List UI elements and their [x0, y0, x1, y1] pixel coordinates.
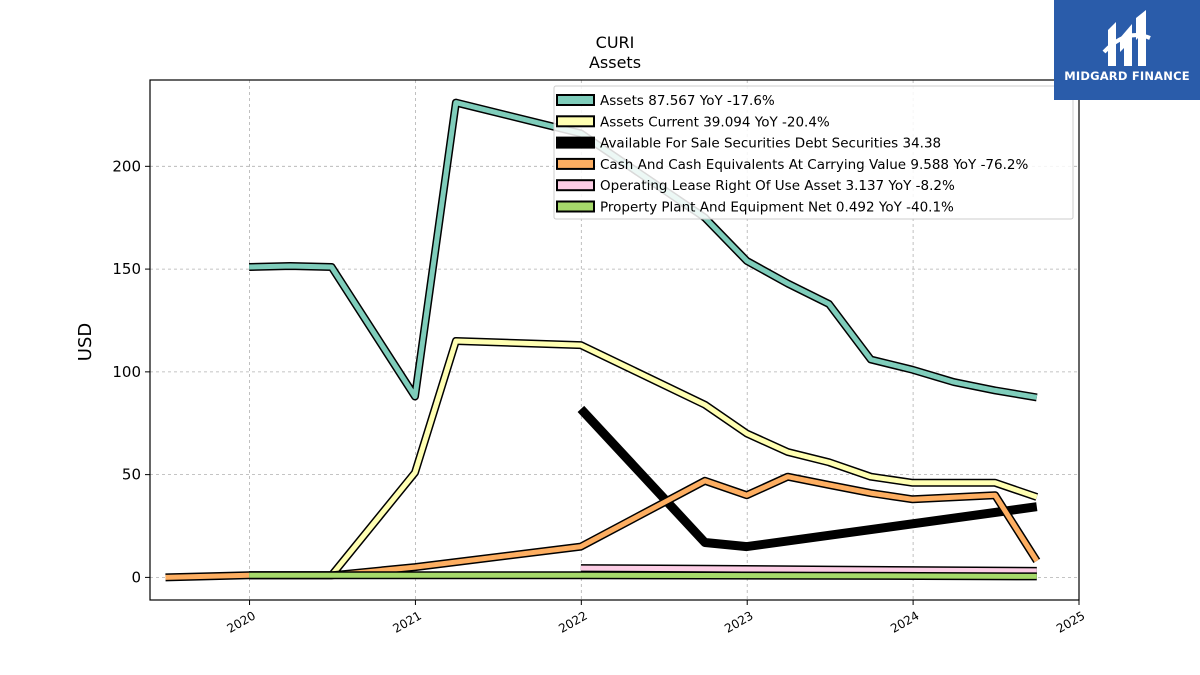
- y-tick-label: 200: [112, 157, 141, 175]
- x-tick-label: 2024: [888, 608, 921, 635]
- legend-swatch: [556, 115, 595, 128]
- logo-mark-icon: [1102, 10, 1151, 66]
- y-tick-label: 50: [122, 466, 141, 484]
- series-line: [249, 572, 1037, 579]
- legend-entry: Cash And Cash Equivalents At Carrying Va…: [600, 157, 1028, 173]
- plot-frame: [149, 79, 1080, 601]
- x-tick-label: 2025: [1054, 608, 1087, 635]
- series-line: [580, 565, 1037, 574]
- y-axis-label: USD: [75, 323, 96, 361]
- x-tick-label: 2020: [225, 608, 258, 635]
- axis-ticks: 2020 2021 2022 2023 2024 2025 0 50 100 150 200: [112, 157, 1087, 636]
- legend-swatch: [556, 94, 595, 106]
- x-tick-label: 2023: [722, 608, 755, 635]
- y-tick-label: 0: [131, 568, 141, 586]
- series-line: [577, 405, 1038, 552]
- legend: Assets 87.567 YoY -17.6% Assets Current 3…: [553, 85, 1074, 220]
- legend-box: [553, 85, 1074, 220]
- brand-name: MIDGARD FINANCE: [1064, 69, 1190, 83]
- chart-subtitle: Assets: [589, 53, 641, 72]
- legend-swatch: [556, 179, 595, 192]
- series-lines: [165, 98, 1041, 582]
- chart-title: CURI: [596, 33, 635, 52]
- legend-swatch: [556, 136, 595, 149]
- series-line: [249, 338, 1038, 578]
- legend-swatch: [556, 157, 595, 170]
- brand-logo: MIDGARD FINANCE: [1054, 0, 1200, 100]
- x-tick-label: 2022: [556, 608, 589, 635]
- series-line: [249, 100, 1038, 400]
- x-tick-label: 2021: [390, 608, 423, 635]
- y-tick-label: 150: [112, 260, 141, 278]
- legend-entry: Available For Sale Securities Debt Secur…: [600, 136, 941, 152]
- legend-swatch: [556, 200, 595, 213]
- legend-entry: Operating Lease Right Of Use Asset 3.137…: [600, 178, 955, 194]
- legend-entry: Assets Current 39.094 YoY -20.4%: [600, 114, 830, 130]
- y-tick-label: 100: [112, 363, 141, 381]
- legend-entry: Assets 87.567 YoY -17.6%: [600, 93, 775, 109]
- legend-entry: Property Plant And Equipment Net 0.492 Y…: [600, 200, 954, 216]
